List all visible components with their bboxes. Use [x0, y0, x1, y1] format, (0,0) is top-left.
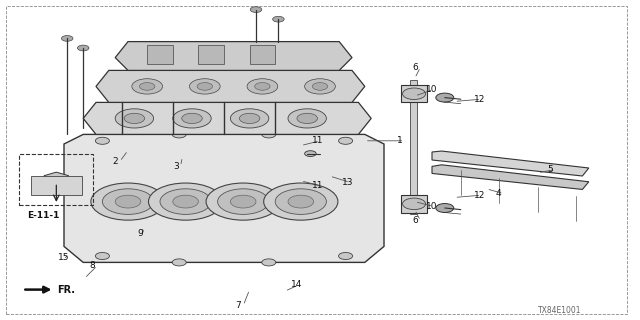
Circle shape — [247, 79, 278, 94]
Bar — [410, 80, 417, 214]
Polygon shape — [44, 172, 68, 186]
Bar — [401, 195, 427, 213]
Bar — [19, 154, 93, 205]
Text: 6: 6 — [413, 216, 419, 225]
Circle shape — [95, 137, 109, 144]
Text: 9: 9 — [138, 229, 143, 238]
Circle shape — [77, 45, 89, 51]
Circle shape — [403, 198, 426, 210]
Circle shape — [255, 83, 270, 90]
Polygon shape — [64, 134, 384, 262]
Bar — [147, 45, 173, 64]
Text: 10: 10 — [426, 202, 437, 211]
Text: 11: 11 — [312, 136, 324, 145]
Text: 12: 12 — [474, 191, 485, 200]
Circle shape — [288, 109, 326, 128]
Circle shape — [305, 79, 335, 94]
Circle shape — [102, 189, 154, 214]
Circle shape — [288, 195, 314, 208]
Text: 4: 4 — [496, 189, 502, 198]
Circle shape — [172, 131, 186, 138]
Polygon shape — [83, 102, 371, 134]
Polygon shape — [432, 165, 589, 189]
Circle shape — [218, 189, 269, 214]
Circle shape — [132, 79, 163, 94]
Circle shape — [115, 195, 141, 208]
Circle shape — [168, 100, 177, 105]
Text: 12: 12 — [474, 95, 485, 104]
Circle shape — [206, 183, 280, 220]
Circle shape — [339, 252, 353, 260]
Text: 8: 8 — [90, 261, 95, 270]
Circle shape — [189, 79, 220, 94]
Circle shape — [160, 189, 211, 214]
Text: 3: 3 — [173, 162, 179, 171]
Text: 2: 2 — [112, 157, 118, 166]
Circle shape — [262, 259, 276, 266]
Bar — [250, 45, 275, 64]
Text: 6: 6 — [413, 63, 419, 72]
Polygon shape — [432, 151, 589, 176]
Polygon shape — [96, 70, 365, 102]
Text: E-11-1: E-11-1 — [27, 212, 60, 220]
Circle shape — [117, 100, 126, 105]
Circle shape — [436, 204, 454, 212]
Text: 10: 10 — [426, 85, 437, 94]
Circle shape — [173, 109, 211, 128]
Circle shape — [124, 113, 145, 124]
Circle shape — [262, 131, 276, 138]
Bar — [31, 176, 82, 195]
Circle shape — [220, 100, 228, 105]
Text: 1: 1 — [397, 136, 403, 145]
Circle shape — [197, 83, 212, 90]
Polygon shape — [115, 42, 352, 70]
Text: TX84E1001: TX84E1001 — [538, 306, 581, 315]
Circle shape — [436, 93, 454, 102]
Circle shape — [264, 183, 338, 220]
Bar — [401, 85, 427, 102]
Circle shape — [297, 113, 317, 124]
Text: 5: 5 — [547, 165, 553, 174]
Circle shape — [230, 195, 256, 208]
Circle shape — [91, 183, 165, 220]
Circle shape — [140, 83, 155, 90]
Text: 11: 11 — [312, 181, 324, 190]
Text: 14: 14 — [291, 280, 303, 289]
Text: 15: 15 — [58, 253, 69, 262]
Circle shape — [115, 109, 154, 128]
Circle shape — [273, 16, 284, 22]
Circle shape — [250, 7, 262, 12]
Circle shape — [230, 109, 269, 128]
Circle shape — [239, 113, 260, 124]
Circle shape — [312, 83, 328, 90]
Circle shape — [172, 259, 186, 266]
Circle shape — [61, 36, 73, 41]
Circle shape — [148, 183, 223, 220]
Circle shape — [305, 151, 316, 156]
Circle shape — [271, 100, 280, 105]
Text: 7: 7 — [236, 301, 241, 310]
Text: FR.: FR. — [58, 284, 76, 295]
Circle shape — [275, 189, 326, 214]
Circle shape — [95, 252, 109, 260]
Circle shape — [339, 137, 353, 144]
Circle shape — [403, 88, 426, 100]
Bar — [198, 45, 224, 64]
Circle shape — [182, 113, 202, 124]
Circle shape — [173, 195, 198, 208]
Text: 13: 13 — [342, 178, 354, 187]
